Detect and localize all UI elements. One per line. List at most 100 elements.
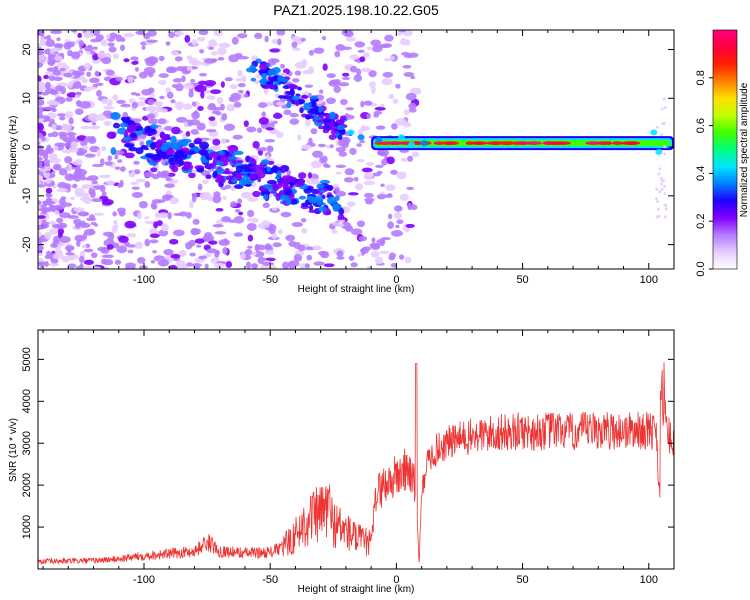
- noise-blob: [301, 144, 312, 150]
- noise-blob: [80, 125, 92, 130]
- noise-blob: [134, 241, 143, 249]
- noise-blob: [159, 95, 165, 100]
- noise-blob: [114, 224, 119, 228]
- lower-branch-blob: [332, 203, 342, 211]
- noise-blob: [157, 212, 170, 219]
- noise-blob: [354, 183, 364, 191]
- lower-branch-blob: [280, 167, 286, 174]
- noise-blob: [89, 125, 101, 130]
- noise-blob: [326, 73, 336, 79]
- noise-blob: [168, 264, 178, 269]
- noise-blob: [391, 123, 398, 130]
- colorbar-tick-label: 0.0: [695, 261, 707, 276]
- noise-blob: [356, 68, 362, 76]
- noise-blob: [138, 264, 148, 269]
- noise-blob: [230, 201, 237, 207]
- lower-branch-blob: [209, 151, 220, 159]
- noise-blob: [90, 252, 98, 259]
- noise-blob: [102, 105, 115, 110]
- noise-blob: [208, 39, 217, 48]
- noise-blob: [375, 164, 384, 168]
- lower-branch-blob: [270, 167, 278, 172]
- noise-blob: [80, 220, 86, 228]
- noise-blob: [267, 145, 272, 150]
- noise-blob: [338, 82, 350, 87]
- spectrogram-frame: [37, 29, 675, 270]
- noise-blob: [192, 218, 200, 225]
- noise-blob: [44, 231, 52, 240]
- lower-branch-blob: [307, 172, 312, 179]
- noise-blob: [368, 70, 377, 78]
- noise-blob: [288, 262, 296, 269]
- noise-blob: [269, 48, 281, 53]
- upper-branch-blob: [267, 69, 277, 76]
- noise-blob: [258, 117, 269, 125]
- noise-blob: [47, 262, 60, 267]
- upper-branch-blob: [328, 134, 337, 140]
- noise-blob: [151, 199, 162, 204]
- noise-blob: [131, 60, 139, 65]
- noise-blob: [53, 235, 60, 243]
- lower-branch-blob: [298, 195, 307, 200]
- noise-blob: [186, 65, 193, 71]
- noise-blob: [244, 249, 253, 256]
- edge-noise-blob: [659, 182, 663, 186]
- colorbar-ticks: 0.0 0.2 0.4 0.6 0.8: [695, 29, 738, 277]
- noise-blob: [73, 207, 85, 212]
- lower-branch-blob: [160, 145, 168, 152]
- upper-branch-blob: [307, 102, 312, 107]
- noise-blob: [395, 83, 401, 89]
- lower-branch-blob: [193, 140, 202, 145]
- noise-blob: [233, 101, 242, 108]
- x-tick-label: -50: [262, 574, 278, 586]
- noise-blob: [224, 77, 233, 82]
- noise-blob: [51, 131, 59, 138]
- noise-blob: [251, 263, 259, 269]
- noise-blob: [210, 51, 218, 56]
- tone-peak: [612, 141, 624, 145]
- noise-blob: [165, 41, 171, 46]
- noise-blob: [50, 30, 63, 35]
- noise-blob: [337, 219, 346, 223]
- x-tick-label: 50: [516, 574, 528, 586]
- noise-blob: [123, 58, 130, 63]
- noise-blob: [91, 180, 98, 184]
- lower-branch-blob: [120, 116, 126, 121]
- noise-blob: [137, 212, 142, 220]
- noise-blob: [67, 164, 72, 172]
- noise-blob: [395, 224, 400, 229]
- noise-blob: [228, 54, 240, 63]
- edge-noise-blob: [662, 184, 666, 188]
- noise-blob: [390, 55, 395, 61]
- lower-branch-blob: [226, 175, 234, 181]
- noise-blob: [228, 219, 237, 223]
- noise-blob: [190, 78, 196, 83]
- noise-blob: [155, 103, 163, 108]
- lower-branch-blob: [258, 187, 267, 192]
- noise-blob: [170, 99, 176, 104]
- noise-blob: [277, 228, 283, 235]
- noise-blob: [90, 38, 100, 43]
- noise-blob: [68, 117, 74, 125]
- noise-blob: [398, 254, 405, 260]
- noise-blob: [196, 122, 206, 131]
- lower-branch-blob: [125, 129, 134, 133]
- noise-blob: [405, 223, 415, 229]
- noise-blob: [399, 193, 409, 201]
- noise-blob: [174, 56, 183, 62]
- noise-blob: [49, 118, 56, 125]
- upper-branch-blob: [287, 83, 297, 90]
- noise-blob: [73, 218, 82, 225]
- noise-blob: [294, 70, 302, 76]
- noise-blob: [114, 154, 119, 160]
- noise-blob: [400, 157, 408, 162]
- colorbar-label: Normalized spectral amplitude: [739, 82, 750, 217]
- lower-branch-blob: [188, 142, 195, 148]
- noise-blob: [318, 89, 324, 94]
- noise-blob: [141, 45, 146, 50]
- noise-blob: [373, 112, 380, 118]
- noise-blob: [171, 50, 179, 56]
- noise-blob: [288, 240, 297, 247]
- noise-blob: [343, 177, 354, 183]
- noise-blob: [396, 219, 404, 225]
